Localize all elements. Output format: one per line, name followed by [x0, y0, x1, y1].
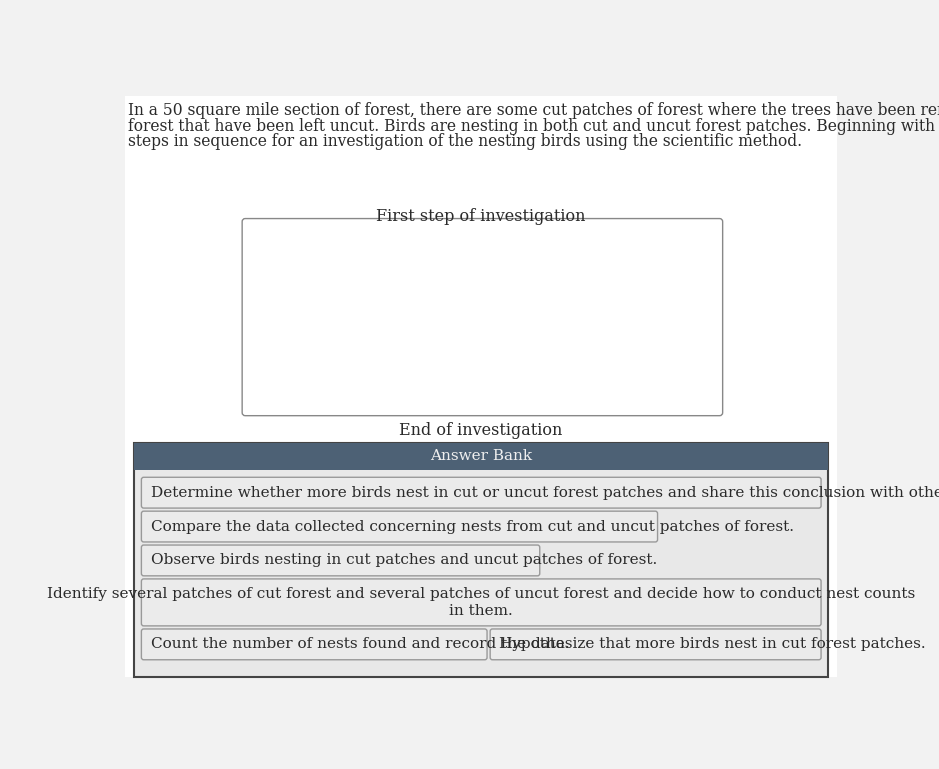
Text: Compare the data collected concerning nests from cut and uncut patches of forest: Compare the data collected concerning ne… — [150, 520, 793, 534]
FancyBboxPatch shape — [142, 579, 821, 626]
Text: End of investigation: End of investigation — [399, 422, 562, 439]
Text: Observe birds nesting in cut patches and uncut patches of forest.: Observe birds nesting in cut patches and… — [150, 554, 657, 568]
Text: forest that have been left uncut. Birds are nesting in both cut and uncut forest: forest that have been left uncut. Birds … — [129, 118, 939, 135]
FancyBboxPatch shape — [125, 96, 838, 677]
FancyBboxPatch shape — [142, 511, 657, 542]
Text: In a 50 square mile section of forest, there are some cut patches of forest wher: In a 50 square mile section of forest, t… — [129, 102, 939, 119]
Text: Count the number of nests found and record the data.: Count the number of nests found and reco… — [150, 638, 569, 651]
FancyBboxPatch shape — [142, 545, 540, 576]
Text: Hypothesize that more birds nest in cut forest patches.: Hypothesize that more birds nest in cut … — [500, 638, 926, 651]
Text: Determine whether more birds nest in cut or uncut forest patches and share this : Determine whether more birds nest in cut… — [150, 486, 939, 500]
FancyBboxPatch shape — [142, 478, 821, 508]
FancyBboxPatch shape — [242, 218, 723, 416]
Text: First step of investigation: First step of investigation — [377, 208, 586, 225]
Text: Answer Bank: Answer Bank — [430, 450, 532, 464]
FancyBboxPatch shape — [142, 629, 487, 660]
Text: steps in sequence for an investigation of the nesting birds using the scientific: steps in sequence for an investigation o… — [129, 133, 802, 150]
FancyBboxPatch shape — [490, 629, 821, 660]
FancyBboxPatch shape — [134, 443, 828, 677]
Text: Identify several patches of cut forest and several patches of uncut forest and d: Identify several patches of cut forest a… — [47, 588, 916, 618]
FancyBboxPatch shape — [134, 443, 828, 471]
